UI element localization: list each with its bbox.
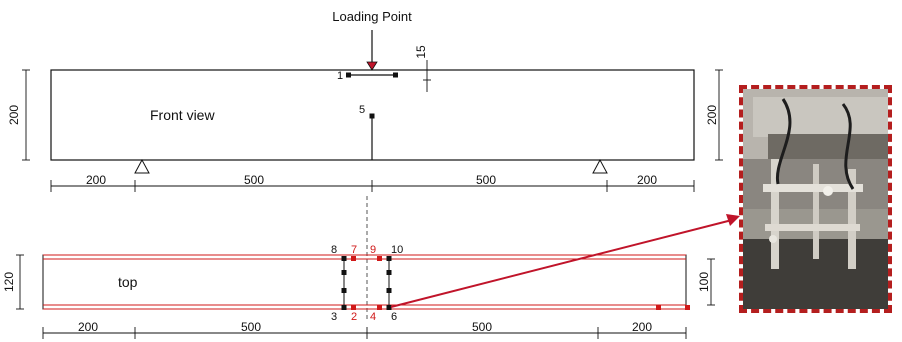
front-right-height-label: 200 bbox=[705, 105, 719, 125]
front-left-height-label: 200 bbox=[7, 105, 21, 125]
front-dim-1: 200 bbox=[86, 173, 106, 187]
top-view-beam bbox=[42, 254, 687, 310]
top-dim-3: 500 bbox=[472, 320, 492, 334]
photo-pointer-arrow bbox=[390, 219, 733, 308]
point-3-label: 3 bbox=[331, 311, 337, 323]
sensor-black-markers bbox=[341, 256, 392, 310]
right-support-icon bbox=[592, 158, 608, 174]
photo-pointer-arrowhead bbox=[726, 214, 740, 226]
top-dim-1: 200 bbox=[78, 320, 98, 334]
point-1-label: 1 bbox=[337, 70, 343, 82]
sensor-red-markers bbox=[351, 256, 690, 310]
point-8-label: 8 bbox=[331, 244, 337, 256]
top-right-width-label: 100 bbox=[697, 272, 711, 292]
top-left-width-label: 120 bbox=[2, 272, 16, 292]
sensor-1-marker bbox=[346, 72, 351, 78]
left-support-icon bbox=[134, 158, 150, 174]
front-dim-3: 500 bbox=[476, 173, 496, 187]
point-6-label: 6 bbox=[391, 311, 397, 323]
top-dim-4: 200 bbox=[632, 320, 652, 334]
loading-arrow-head bbox=[366, 61, 378, 71]
front-view-label: Front view bbox=[150, 107, 215, 123]
sensor-5-marker bbox=[369, 113, 375, 119]
offset-label: 15 bbox=[414, 45, 428, 59]
point-2-label: 2 bbox=[351, 311, 357, 323]
top-dim-2: 500 bbox=[241, 320, 261, 334]
point-7-label: 7 bbox=[351, 244, 357, 256]
point-4-label: 4 bbox=[370, 311, 376, 323]
front-dim-4: 200 bbox=[637, 173, 657, 187]
photo-frame bbox=[739, 85, 892, 313]
point-5-label: 5 bbox=[359, 104, 365, 116]
photo-of-test-setup bbox=[743, 89, 888, 309]
front-dim-2: 500 bbox=[244, 173, 264, 187]
front-dim-ticks bbox=[50, 180, 695, 192]
point-9-label: 9 bbox=[370, 244, 376, 256]
top-view-label: top bbox=[118, 274, 138, 290]
top-dim-ticks bbox=[42, 327, 687, 339]
loading-point-label: Loading Point bbox=[332, 9, 412, 24]
sensor-1-marker-end bbox=[393, 72, 398, 78]
point-10-label: 10 bbox=[391, 244, 403, 256]
